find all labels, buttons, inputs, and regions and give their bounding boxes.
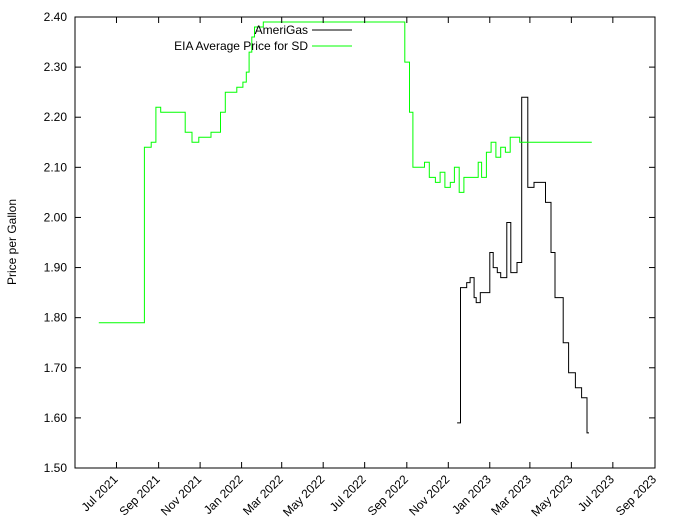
x-tick-label: Jul 2022 bbox=[327, 472, 369, 514]
y-tick-label: 1.70 bbox=[44, 361, 68, 375]
x-tick-label: May 2023 bbox=[528, 472, 575, 519]
legend: AmeriGas EIA Average Price for SD bbox=[174, 23, 352, 53]
x-tick-label: Sep 2023 bbox=[613, 472, 659, 518]
y-tick-label: 2.20 bbox=[44, 110, 68, 124]
x-tick-label: May 2022 bbox=[280, 472, 327, 519]
y-tick-label: 1.60 bbox=[44, 411, 68, 425]
x-tick-label: Mar 2023 bbox=[488, 472, 534, 518]
y-tick-label: 2.30 bbox=[44, 60, 68, 74]
y-tick-label: 2.00 bbox=[44, 210, 68, 224]
x-tick-label: Jan 2022 bbox=[201, 472, 246, 517]
x-tick-label: Nov 2021 bbox=[158, 472, 204, 518]
x-tick-label: Jul 2023 bbox=[575, 472, 617, 514]
y-tick-label: 1.80 bbox=[44, 311, 68, 325]
legend-label-amerigas: AmeriGas bbox=[255, 23, 308, 37]
y-tick-label: 1.90 bbox=[44, 261, 68, 275]
series-layer bbox=[98, 21, 592, 434]
x-tick-label: Sep 2022 bbox=[365, 472, 411, 518]
x-tick-label: Sep 2021 bbox=[117, 472, 163, 518]
plot-border bbox=[74, 16, 656, 469]
y-axis-label: Price per Gallon bbox=[5, 199, 19, 285]
x-tick-label: Jul 2021 bbox=[79, 472, 121, 514]
series-line-amerigas bbox=[457, 96, 589, 434]
legend-label-eia: EIA Average Price for SD bbox=[174, 39, 308, 53]
y-tick-label: 1.50 bbox=[44, 461, 68, 475]
y-tick-label: 2.40 bbox=[44, 10, 68, 24]
series-line-eia bbox=[98, 21, 592, 324]
plot-frame bbox=[74, 16, 656, 469]
y-tick-label: 2.10 bbox=[44, 160, 68, 174]
x-tick-label: Nov 2022 bbox=[406, 472, 452, 518]
x-tick-label: Mar 2022 bbox=[240, 472, 286, 518]
x-tick-label: Jan 2023 bbox=[449, 472, 494, 517]
